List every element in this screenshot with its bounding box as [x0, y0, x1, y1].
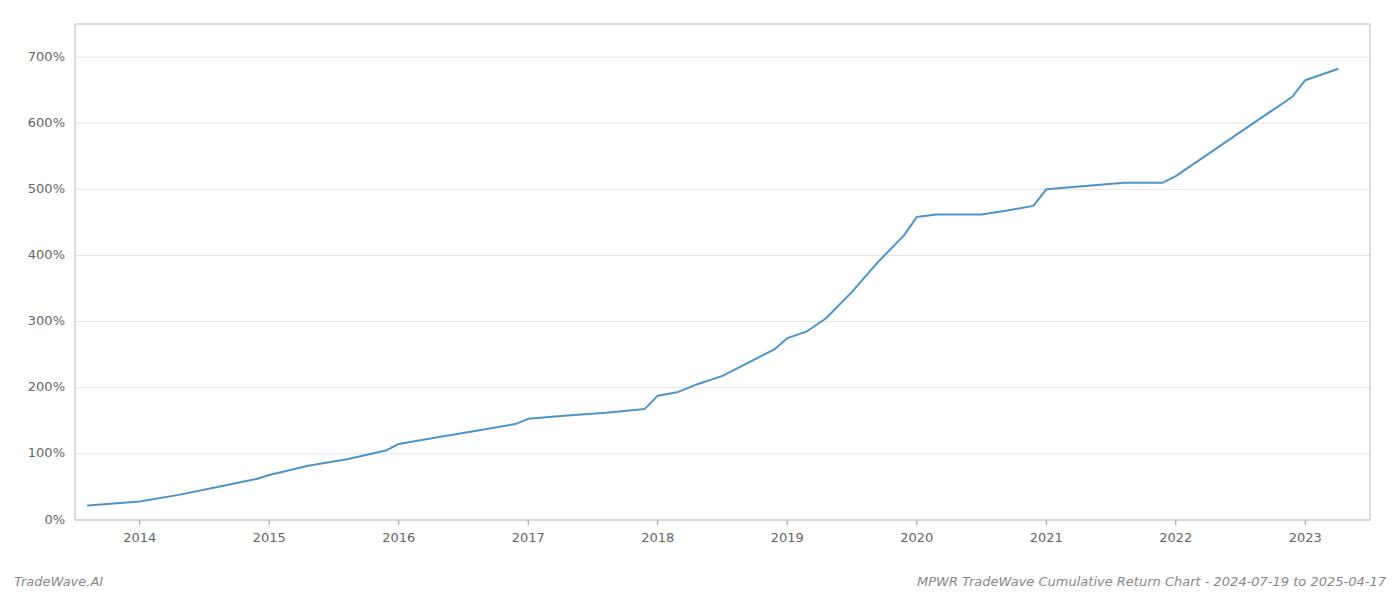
plot-frame [75, 24, 1370, 520]
y-tick-label: 100% [28, 445, 65, 460]
x-tick-label: 2021 [1030, 530, 1063, 545]
x-tick-label: 2022 [1159, 530, 1192, 545]
grid-line [75, 123, 1370, 124]
y-tick-label: 0% [44, 512, 65, 527]
line [88, 69, 1338, 505]
x-tick [1305, 520, 1306, 525]
grid-line [75, 453, 1370, 454]
grid-line [75, 255, 1370, 256]
x-tick-label: 2019 [771, 530, 804, 545]
chart-container: 0%100%200%300%400%500%600%700%2014201520… [0, 0, 1400, 600]
y-tick-label: 500% [28, 181, 65, 196]
grid-line [75, 321, 1370, 322]
y-axis: 0% 100% 200% 300% 400% 500% 600% 700% [28, 49, 65, 527]
grid-line [75, 57, 1370, 58]
x-tick [398, 520, 399, 525]
x-tick [1175, 520, 1176, 525]
x-tick-label: 2016 [382, 530, 415, 545]
chart-svg: 0%100%200%300%400%500%600%700%2014201520… [0, 0, 1400, 600]
watermark: TradeWave.AI [14, 574, 103, 589]
x-tick [657, 520, 658, 525]
grid-line [75, 189, 1370, 190]
y-tick-label: 600% [28, 115, 65, 130]
x-tick-label: 2015 [253, 530, 286, 545]
grid-line [75, 387, 1370, 388]
x-axis: 2014 2015 2016 2017 2018 2019 2020 2021 2022 2023 [123, 520, 1322, 545]
x-tick-label: 2020 [900, 530, 933, 545]
grid [75, 57, 1370, 520]
x-tick [916, 520, 917, 525]
plot-area [88, 69, 1338, 505]
x-tick-label: 2014 [123, 530, 156, 545]
x-tick [787, 520, 788, 525]
x-tick [139, 520, 140, 525]
x-tick-label: 2017 [512, 530, 545, 545]
y-tick-label: 400% [28, 247, 65, 262]
title: MPWR TradeWave Cumulative Return Chart -… [917, 574, 1387, 589]
x-tick-label: 2023 [1289, 530, 1322, 545]
y-tick-label: 300% [28, 313, 65, 328]
x-tick [269, 520, 270, 525]
x-tick [528, 520, 529, 525]
x-tick-label: 2018 [641, 530, 674, 545]
x-tick [1046, 520, 1047, 525]
y-tick-label: 700% [28, 49, 65, 64]
y-tick-label: 200% [28, 379, 65, 394]
